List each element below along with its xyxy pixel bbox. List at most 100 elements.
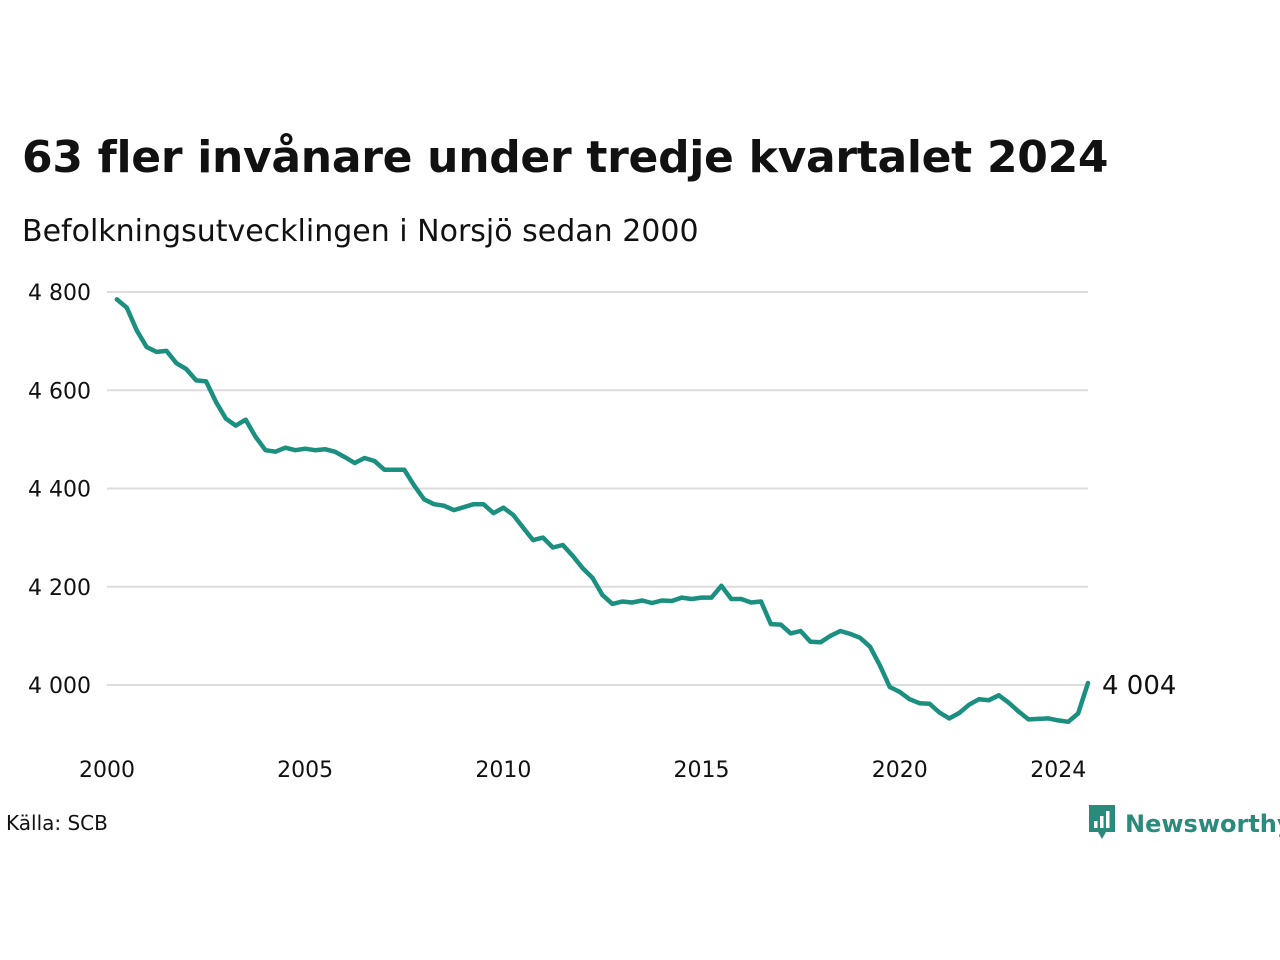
data-point — [650, 601, 654, 605]
data-point — [481, 502, 486, 507]
data-point — [986, 698, 991, 703]
data-point — [303, 446, 308, 451]
x-tick-label: 2024 — [1030, 758, 1086, 783]
data-point — [620, 599, 625, 604]
data-point — [402, 467, 407, 472]
data-point — [907, 697, 912, 702]
data-point — [471, 502, 476, 507]
data-point — [233, 423, 238, 428]
data-point — [422, 497, 427, 502]
data-point — [977, 697, 981, 702]
data-point — [848, 631, 853, 636]
x-tick-label: 2020 — [872, 758, 928, 783]
data-point — [154, 349, 159, 354]
x-tick-label: 2000 — [79, 758, 135, 783]
data-point — [838, 629, 843, 633]
data-point — [1066, 719, 1071, 724]
data-point — [243, 417, 248, 422]
data-point — [531, 538, 536, 543]
gridlines — [107, 291, 1088, 686]
data-point — [352, 461, 357, 465]
population-line — [114, 297, 1091, 725]
brand-logo[interactable]: Newsworthy — [1088, 804, 1280, 844]
data-point — [144, 345, 149, 349]
data-point — [184, 367, 189, 372]
data-point — [223, 416, 228, 421]
data-point — [501, 505, 506, 510]
data-point — [877, 663, 882, 668]
data-point — [114, 297, 119, 302]
last-value-label: 4 004 — [1102, 671, 1176, 701]
data-point — [818, 640, 823, 645]
data-point — [719, 583, 724, 588]
data-point — [1006, 700, 1011, 705]
data-point — [996, 693, 1001, 698]
y-tick-label: 4 600 — [28, 379, 91, 404]
data-point — [570, 553, 575, 558]
data-point — [204, 379, 209, 384]
data-point — [729, 597, 734, 601]
data-points — [114, 297, 1090, 724]
data-point — [134, 328, 139, 333]
data-point — [788, 631, 793, 636]
data-point — [541, 535, 545, 540]
data-point — [293, 448, 298, 453]
data-point — [887, 685, 892, 689]
data-point — [174, 361, 179, 366]
data-point — [808, 639, 813, 644]
data-point — [382, 467, 387, 472]
chart-subtitle: Befolkningsutvecklingen i Norsjö sedan 2… — [22, 214, 699, 249]
y-tick-label: 4 800 — [28, 281, 91, 306]
data-point — [511, 513, 516, 517]
data-point — [451, 508, 456, 513]
data-point — [659, 598, 664, 603]
y-axis-tick-labels: 4 000 4 200 4 400 4 600 4 800 — [28, 281, 91, 699]
data-point — [392, 467, 397, 472]
data-point — [283, 445, 288, 450]
data-point — [679, 595, 684, 600]
data-point — [263, 448, 268, 453]
data-point — [1016, 709, 1021, 714]
data-point — [432, 502, 436, 507]
x-tick-label: 2005 — [277, 758, 333, 783]
data-point — [332, 449, 337, 454]
data-point — [927, 701, 932, 706]
data-point — [590, 575, 595, 580]
data-point — [521, 525, 526, 530]
data-point — [759, 599, 763, 604]
data-point — [1036, 716, 1041, 721]
data-point — [709, 595, 714, 600]
data-point — [214, 400, 218, 404]
data-point — [1056, 718, 1061, 723]
newsworthy-logo-icon — [1088, 804, 1116, 844]
data-point — [1046, 716, 1051, 721]
chart-title: 63 fler invånare under tredje kvartalet … — [22, 132, 1109, 183]
data-point — [600, 593, 605, 598]
data-point — [917, 701, 922, 706]
data-point — [313, 448, 318, 453]
data-point — [1026, 717, 1031, 722]
data-point — [630, 600, 635, 605]
data-point — [937, 710, 942, 715]
data-point — [1086, 681, 1090, 685]
data-point — [461, 505, 466, 510]
data-point — [194, 378, 199, 383]
x-axis-tick-labels: 2000 2005 2010 2015 2020 2024 — [79, 758, 1086, 783]
y-tick-label: 4 400 — [28, 478, 91, 503]
data-point — [778, 622, 783, 627]
data-point — [739, 597, 744, 601]
data-point — [560, 543, 565, 547]
data-point — [897, 689, 902, 694]
data-point — [273, 449, 278, 454]
x-tick-label: 2015 — [674, 758, 730, 783]
data-point — [947, 716, 952, 721]
data-point — [699, 595, 704, 600]
data-point — [491, 511, 496, 516]
y-tick-label: 4 000 — [28, 674, 91, 699]
data-point — [868, 644, 872, 649]
data-point — [967, 702, 972, 707]
x-tick-label: 2010 — [475, 758, 531, 783]
data-point — [1076, 711, 1081, 716]
data-point — [342, 455, 347, 460]
